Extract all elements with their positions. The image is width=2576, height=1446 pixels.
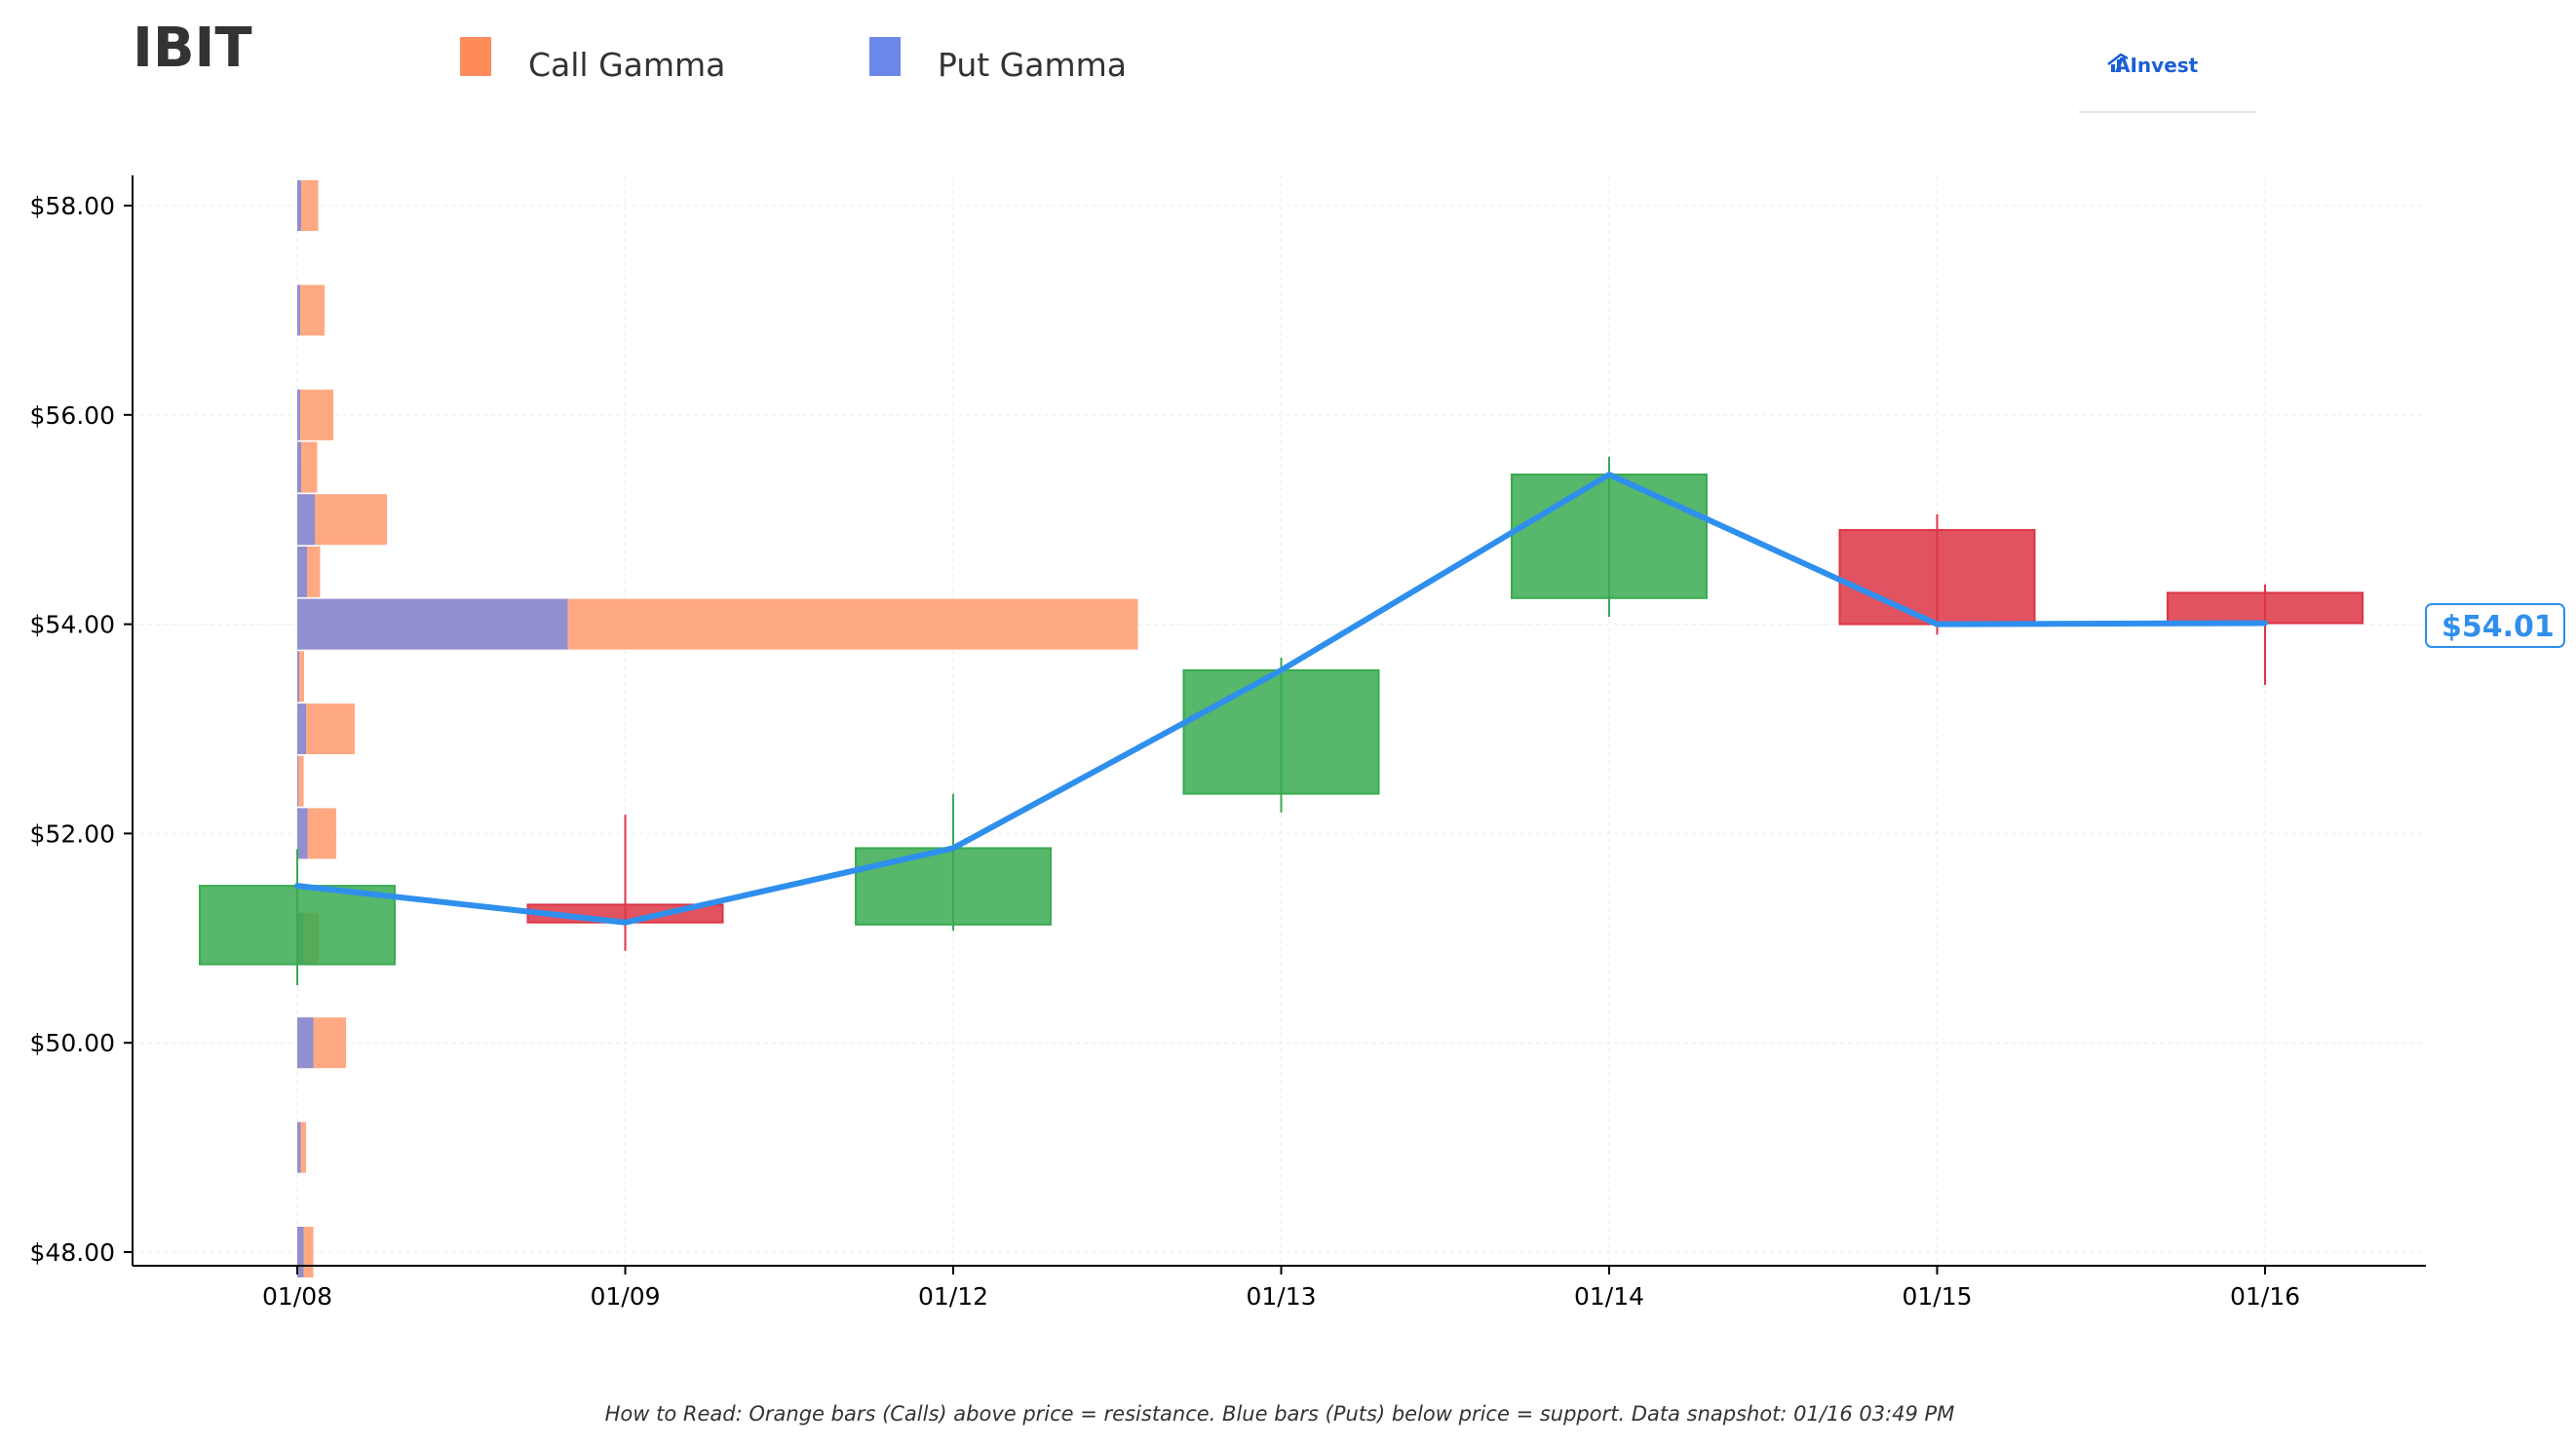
y-tick-label: $52.00 bbox=[30, 819, 115, 848]
call-gamma-legend-label: Call Gamma bbox=[528, 46, 725, 84]
candle-body bbox=[1511, 474, 1708, 599]
put-gamma-bar bbox=[297, 389, 300, 440]
call-gamma-swatch bbox=[460, 37, 491, 76]
x-tick-label: 01/09 bbox=[590, 1282, 660, 1311]
chart-title: IBIT bbox=[133, 17, 252, 80]
candle-body bbox=[2167, 591, 2364, 625]
call-gamma-bar bbox=[297, 704, 355, 754]
put-gamma-swatch bbox=[869, 37, 901, 76]
candle-body bbox=[1838, 528, 2036, 626]
y-tick-label: $56.00 bbox=[30, 401, 115, 430]
y-tick-label: $58.00 bbox=[30, 192, 115, 220]
price-line bbox=[294, 472, 2268, 926]
current-price-box bbox=[2425, 603, 2565, 648]
x-tick-label: 01/14 bbox=[1574, 1282, 1644, 1311]
put-gamma-bar bbox=[297, 285, 300, 336]
put-gamma-bar bbox=[297, 755, 298, 807]
call-gamma-bar bbox=[297, 285, 325, 336]
price-line-group bbox=[294, 472, 2268, 926]
x-tick-label: 01/13 bbox=[1246, 1282, 1316, 1311]
put-gamma-bar bbox=[297, 494, 315, 546]
call-gamma-bar bbox=[297, 389, 333, 440]
call-gamma-bar bbox=[297, 1122, 306, 1173]
candle-body bbox=[1182, 668, 1380, 795]
put-gamma-bar bbox=[297, 1227, 304, 1277]
ainvest-logo: AInvest bbox=[2079, 53, 2256, 113]
x-tick-label: 01/15 bbox=[1902, 1282, 1972, 1311]
x-tick-label: 01/16 bbox=[2230, 1282, 2300, 1311]
call-gamma-bar bbox=[297, 755, 304, 807]
axes: $48.00 $50.00 $52.00 $54.00 $56.00 $58.00 01/0… bbox=[30, 175, 2426, 1311]
call-gamma-bar bbox=[297, 441, 318, 493]
x-tick-label: 01/12 bbox=[918, 1282, 988, 1311]
call-gamma-bar bbox=[297, 180, 319, 231]
put-gamma-bar bbox=[297, 1122, 301, 1173]
candle-body bbox=[199, 885, 396, 966]
logo-icon bbox=[2107, 53, 2129, 72]
legend: Call Gamma Put Gamma bbox=[460, 37, 1127, 84]
current-price-label: $54.01 bbox=[2441, 610, 2555, 644]
candle-body bbox=[855, 847, 1052, 926]
put-gamma-legend-label: Put Gamma bbox=[938, 46, 1127, 84]
grid bbox=[133, 175, 2426, 1266]
put-gamma-bar bbox=[297, 1017, 314, 1069]
x-tick-label: 01/08 bbox=[262, 1282, 332, 1311]
y-tick-label: $54.00 bbox=[30, 611, 115, 639]
footnote: How to Read: Orange bars (Calls) above p… bbox=[605, 1402, 1955, 1426]
put-gamma-bar bbox=[297, 651, 299, 703]
logo-text: AInvest bbox=[2115, 54, 2199, 77]
put-gamma-bar bbox=[297, 808, 308, 859]
candles bbox=[199, 456, 2364, 986]
call-gamma-bar bbox=[297, 651, 304, 703]
put-gamma-bar bbox=[297, 441, 301, 493]
gamma-bars bbox=[297, 180, 1138, 1277]
put-gamma-bar bbox=[297, 598, 568, 650]
current-price-badge: $54.01 bbox=[2425, 603, 2565, 648]
put-gamma-bar bbox=[297, 180, 301, 231]
put-gamma-bar bbox=[297, 704, 306, 754]
y-tick-label: $50.00 bbox=[30, 1029, 115, 1057]
put-gamma-bar bbox=[297, 546, 307, 597]
y-tick-label: $48.00 bbox=[30, 1238, 115, 1267]
